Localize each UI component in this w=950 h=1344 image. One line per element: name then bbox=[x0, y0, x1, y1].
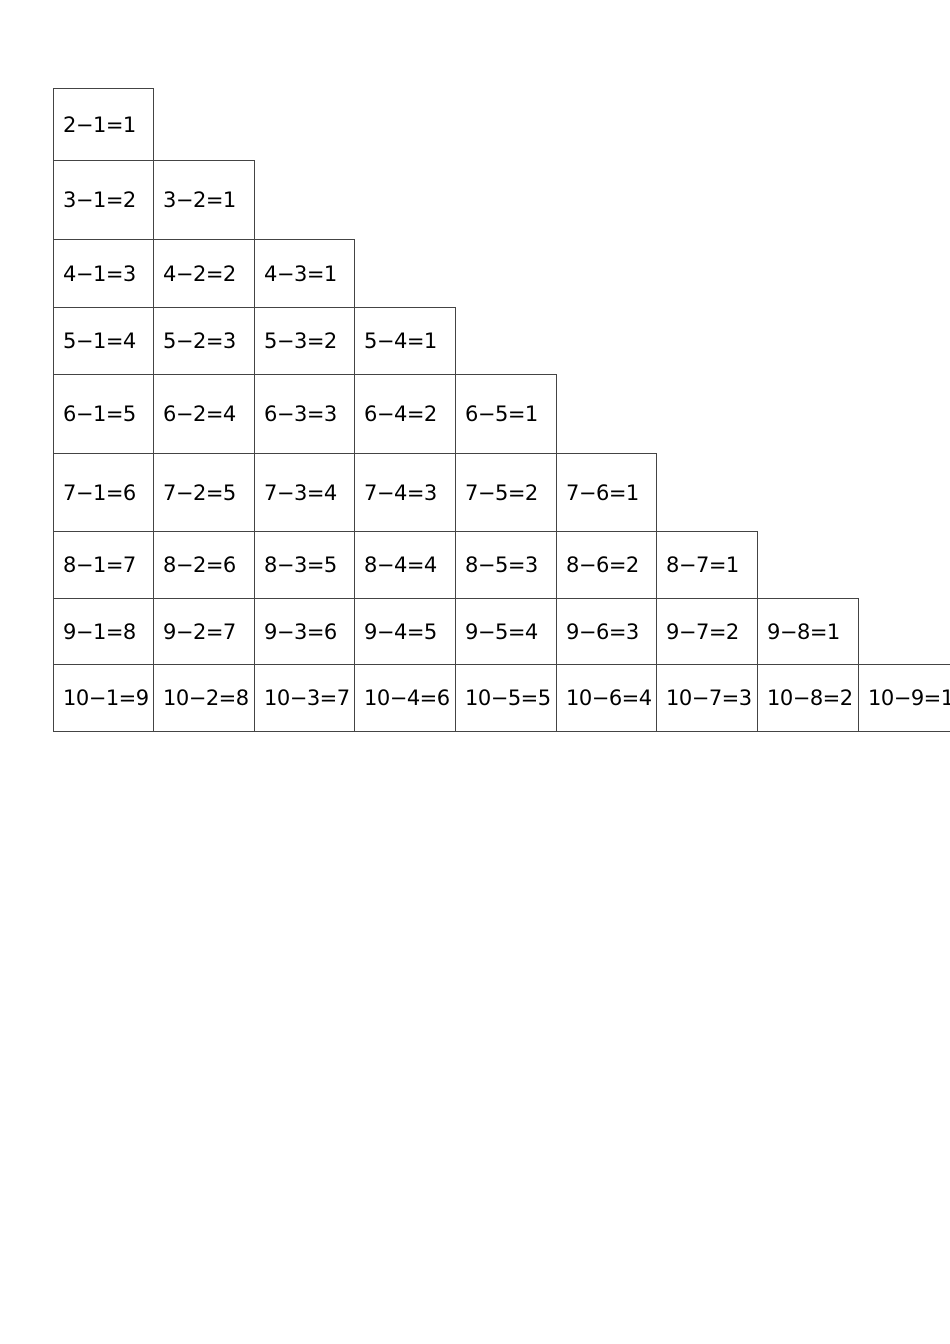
table-cell: 7−2=5 bbox=[153, 453, 255, 532]
table-cell: 8−7=1 bbox=[656, 531, 758, 599]
table-cell: 5−2=3 bbox=[153, 307, 255, 375]
table-cell: 6−4=2 bbox=[354, 374, 456, 454]
table-cell: 9−3=6 bbox=[254, 598, 355, 665]
table-cell: 10−3=7 bbox=[254, 664, 355, 732]
table-cell: 5−3=2 bbox=[254, 307, 355, 375]
table-cell: 6−2=4 bbox=[153, 374, 255, 454]
table-cell: 10−8=2 bbox=[757, 664, 859, 732]
table-cell: 4−1=3 bbox=[53, 239, 154, 308]
table-cell: 8−6=2 bbox=[556, 531, 657, 599]
table-cell: 10−2=8 bbox=[153, 664, 255, 732]
table-cell: 7−4=3 bbox=[354, 453, 456, 532]
table-cell: 9−2=7 bbox=[153, 598, 255, 665]
table-cell: 6−5=1 bbox=[455, 374, 557, 454]
table-cell: 5−4=1 bbox=[354, 307, 456, 375]
table-cell: 9−4=5 bbox=[354, 598, 456, 665]
table-cell: 9−6=3 bbox=[556, 598, 657, 665]
table-cell: 4−2=2 bbox=[153, 239, 255, 308]
table-cell: 2−1=1 bbox=[53, 88, 154, 161]
table-cell: 10−6=4 bbox=[556, 664, 657, 732]
table-cell: 9−8=1 bbox=[757, 598, 859, 665]
table-cell: 7−3=4 bbox=[254, 453, 355, 532]
table-cell: 9−7=2 bbox=[656, 598, 758, 665]
table-cell: 9−5=4 bbox=[455, 598, 557, 665]
table-cell: 6−1=5 bbox=[53, 374, 154, 454]
table-cell: 10−7=3 bbox=[656, 664, 758, 732]
table-cell: 10−4=6 bbox=[354, 664, 456, 732]
table-cell: 8−2=6 bbox=[153, 531, 255, 599]
table-cell: 10−9=1 bbox=[858, 664, 950, 732]
table-cell: 3−2=1 bbox=[153, 160, 255, 240]
table-cell: 8−3=5 bbox=[254, 531, 355, 599]
table-cell: 9−1=8 bbox=[53, 598, 154, 665]
table-cell: 7−6=1 bbox=[556, 453, 657, 532]
table-cell: 8−5=3 bbox=[455, 531, 557, 599]
table-cell: 6−3=3 bbox=[254, 374, 355, 454]
table-cell: 3−1=2 bbox=[53, 160, 154, 240]
table-cell: 10−5=5 bbox=[455, 664, 557, 732]
table-cell: 7−1=6 bbox=[53, 453, 154, 532]
table-cell: 4−3=1 bbox=[254, 239, 355, 308]
table-cell: 7−5=2 bbox=[455, 453, 557, 532]
table-cell: 8−4=4 bbox=[354, 531, 456, 599]
table-cell: 5−1=4 bbox=[53, 307, 154, 375]
table-cell: 8−1=7 bbox=[53, 531, 154, 599]
table-cell: 10−1=9 bbox=[53, 664, 154, 732]
